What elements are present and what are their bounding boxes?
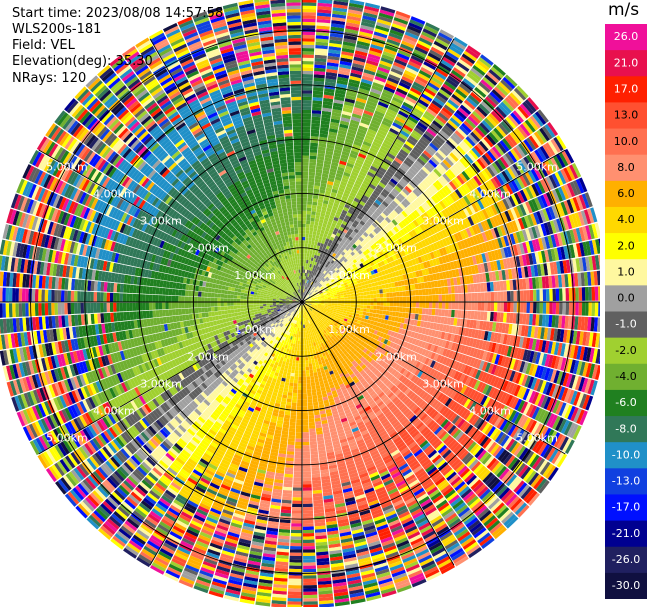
azimuth-spoke bbox=[38, 149, 303, 303]
colorbar-tick-label: -2.0 bbox=[615, 344, 636, 357]
colorbar-swatch bbox=[605, 24, 647, 51]
colorbar-tick-label: 13.0 bbox=[614, 109, 639, 122]
colorbar-swatch bbox=[605, 311, 647, 339]
colorbar-swatch bbox=[605, 102, 647, 130]
nrays-label: NRays: 120 bbox=[12, 71, 87, 86]
colorbar-swatch bbox=[605, 285, 647, 312]
colorbar-tick-label: -26.0 bbox=[612, 553, 640, 566]
ring-label: 3.00km bbox=[422, 215, 464, 228]
ring-label: 3.00km bbox=[422, 377, 464, 390]
colorbar-swatch bbox=[605, 520, 647, 548]
azimuth-spoke bbox=[301, 149, 566, 303]
ring-label: 4.00km bbox=[469, 405, 511, 418]
colorbar-swatch bbox=[605, 337, 647, 365]
ring-label: 1.00km bbox=[328, 323, 370, 336]
ring-label: 5.00km bbox=[46, 432, 88, 445]
elevation-label: Elevation(deg): 35.30 bbox=[12, 54, 153, 69]
colorbar-tick-label: 21.0 bbox=[614, 56, 639, 69]
colorbar-tick-label: 2.0 bbox=[617, 239, 635, 252]
ring-label: 2.00km bbox=[187, 350, 229, 363]
azimuth-spoke bbox=[301, 301, 455, 566]
ring-label: 3.00km bbox=[140, 215, 182, 228]
colorbar-tick-label: 6.0 bbox=[617, 187, 635, 200]
colorbar: 26.0 21.0 17.0 13.0 10.0 8.0 6.0 4.0 2.0 1.0 0.0 -1… bbox=[605, 24, 647, 599]
colorbar-tick-label: 4.0 bbox=[617, 213, 635, 226]
colorbar-tick-label: -6.0 bbox=[615, 396, 636, 409]
azimuth-spoke bbox=[149, 38, 303, 303]
colorbar-swatch bbox=[605, 546, 647, 574]
instrument-label: WLS200s-181 bbox=[12, 22, 102, 37]
colorbar-tick-label: 26.0 bbox=[614, 30, 639, 43]
ring-label: 4.00km bbox=[93, 187, 135, 200]
colorbar-swatch bbox=[605, 416, 647, 443]
range-rings: 1.00km 1.00km 1.00km 1.00km 2.00km 2.00km 2.00… bbox=[0, 0, 600, 606]
ring-label: 2.00km bbox=[375, 350, 417, 363]
ring-label: 2.00km bbox=[187, 242, 229, 255]
azimuth-spoke bbox=[38, 301, 303, 455]
azimuth-spoke bbox=[149, 301, 303, 566]
colorbar-swatch bbox=[605, 180, 647, 208]
ring-label: 5.00km bbox=[516, 160, 558, 173]
colorbar-tick-label: -17.0 bbox=[612, 501, 640, 514]
colorbar-tick-label: -4.0 bbox=[615, 370, 636, 383]
colorbar-tick-label: -10.0 bbox=[612, 448, 640, 461]
ring-label: 5.00km bbox=[46, 160, 88, 173]
colorbar-swatch bbox=[605, 233, 647, 260]
colorbar-tick-label: -13.0 bbox=[612, 475, 640, 488]
azimuth-spoke bbox=[301, 38, 455, 303]
colorbar-tick-label: -21.0 bbox=[612, 527, 640, 540]
colorbar-swatch bbox=[605, 442, 647, 469]
ring-label: 1.00km bbox=[234, 323, 276, 336]
colorbar-tick-label: 0.0 bbox=[617, 292, 635, 305]
colorbar-swatch bbox=[605, 363, 647, 391]
colorbar-swatch bbox=[605, 128, 647, 156]
colorbar-tick-label: 1.0 bbox=[617, 265, 635, 278]
colorbar-tick-label: -1.0 bbox=[615, 318, 636, 331]
colorbar-tick-label: 8.0 bbox=[617, 161, 635, 174]
colorbar-swatch bbox=[605, 50, 647, 77]
ring-label: 5.00km bbox=[516, 432, 558, 445]
velocity-field bbox=[0, 0, 600, 607]
colorbar-swatch bbox=[605, 389, 647, 417]
colorbar-swatch bbox=[605, 468, 647, 495]
start-time-label: Start time: 2023/08/08 14:57:58 bbox=[12, 6, 224, 21]
ring-label: 3.00km bbox=[140, 377, 182, 390]
field-label: Field: VEL bbox=[12, 38, 75, 53]
ring-label: 4.00km bbox=[93, 405, 135, 418]
colorbar-swatch bbox=[605, 154, 647, 182]
colorbar-swatch bbox=[605, 206, 647, 234]
colorbar-tick-label: -30.0 bbox=[612, 579, 640, 592]
colorbar-tick-label: 10.0 bbox=[614, 135, 639, 148]
colorbar-swatch bbox=[605, 259, 647, 286]
azimuth-spoke bbox=[301, 301, 566, 455]
colorbar-tick-label: -8.0 bbox=[615, 422, 636, 435]
colorbar-swatch bbox=[605, 494, 647, 522]
colorbar-swatch bbox=[605, 76, 647, 103]
ring-label: 2.00km bbox=[375, 242, 417, 255]
colorbar-swatch bbox=[605, 572, 647, 599]
ring-label: 4.00km bbox=[469, 187, 511, 200]
ring-label: 1.00km bbox=[328, 269, 370, 282]
ppi-plot: 1.00km 1.00km 1.00km 1.00km 2.00km 2.00km 2.00… bbox=[0, 0, 600, 607]
ring-label: 1.00km bbox=[234, 269, 276, 282]
colorbar-unit: m/s bbox=[608, 0, 640, 20]
colorbar-tick-label: 17.0 bbox=[614, 83, 639, 96]
